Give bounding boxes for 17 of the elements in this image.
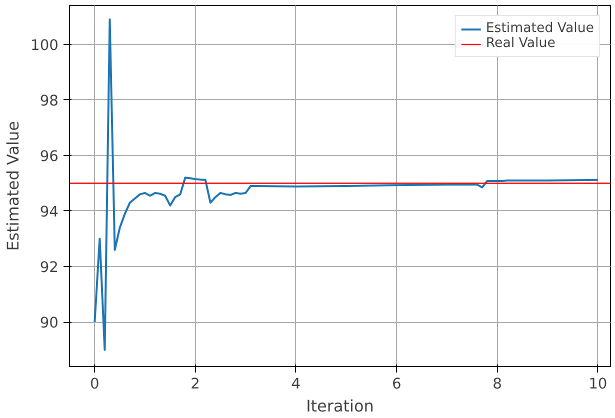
legend-label: Real Value [486,36,556,51]
y-tick-label: 90 [40,314,59,332]
x-tick-label: 6 [392,376,402,392]
legend-label: Estimated Value [486,21,594,36]
x-tick-label: 0 [90,376,100,392]
y-tick-label: 98 [40,92,59,110]
x-axis-title: Iteration [306,396,374,416]
line-series [94,18,599,351]
x-tick-label: 4 [291,376,301,392]
y-axis-title: Estimated Value [4,121,23,251]
y-tick-label: 92 [40,259,59,276]
y-tick-label: 96 [40,148,59,165]
y-tick-label: 100 [30,36,59,54]
y-tick-label: 94 [40,203,59,220]
x-tick-label: 2 [190,376,200,392]
x-tick-label: 8 [492,376,502,392]
x-tick-label: 10 [588,376,608,392]
